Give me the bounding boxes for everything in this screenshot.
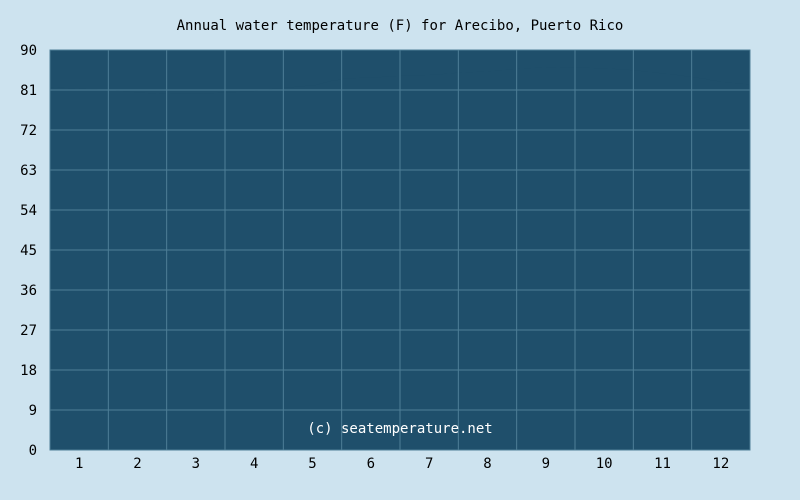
y-tick-label: 36 (20, 283, 37, 299)
x-tick-label: 8 (483, 456, 491, 472)
plot-area (49, 49, 751, 451)
x-tick-label: 1 (75, 456, 83, 472)
x-tick-label: 10 (596, 456, 613, 472)
x-axis: 1 2 3 4 5 6 7 8 9 10 11 12 (75, 456, 729, 472)
x-tick-label: 2 (133, 456, 141, 472)
y-axis: 0 9 18 27 36 45 54 63 72 81 90 (20, 43, 37, 459)
x-tick-label: 12 (712, 456, 729, 472)
x-tick-label: 9 (542, 456, 550, 472)
x-tick-label: 5 (308, 456, 316, 472)
y-tick-label: 18 (20, 363, 37, 379)
y-tick-label: 72 (20, 123, 37, 139)
plot-border (49, 49, 751, 451)
y-tick-label: 63 (20, 163, 37, 179)
x-tick-label: 4 (250, 456, 258, 472)
y-tick-label: 90 (20, 43, 37, 59)
y-tick-label: 45 (20, 243, 37, 259)
y-tick-label: 9 (29, 403, 37, 419)
x-tick-label: 6 (367, 456, 375, 472)
x-tick-label: 3 (192, 456, 200, 472)
y-tick-label: 54 (20, 203, 37, 219)
y-tick-label: 81 (20, 83, 37, 99)
chart-title: Annual water temperature (F) for Arecibo… (176, 18, 624, 34)
y-tick-label: 0 (29, 443, 37, 459)
x-tick-label: 11 (654, 456, 671, 472)
watermark: (c) seatemperature.net (307, 421, 492, 437)
y-tick-label: 27 (20, 323, 37, 339)
x-tick-label: 7 (425, 456, 433, 472)
